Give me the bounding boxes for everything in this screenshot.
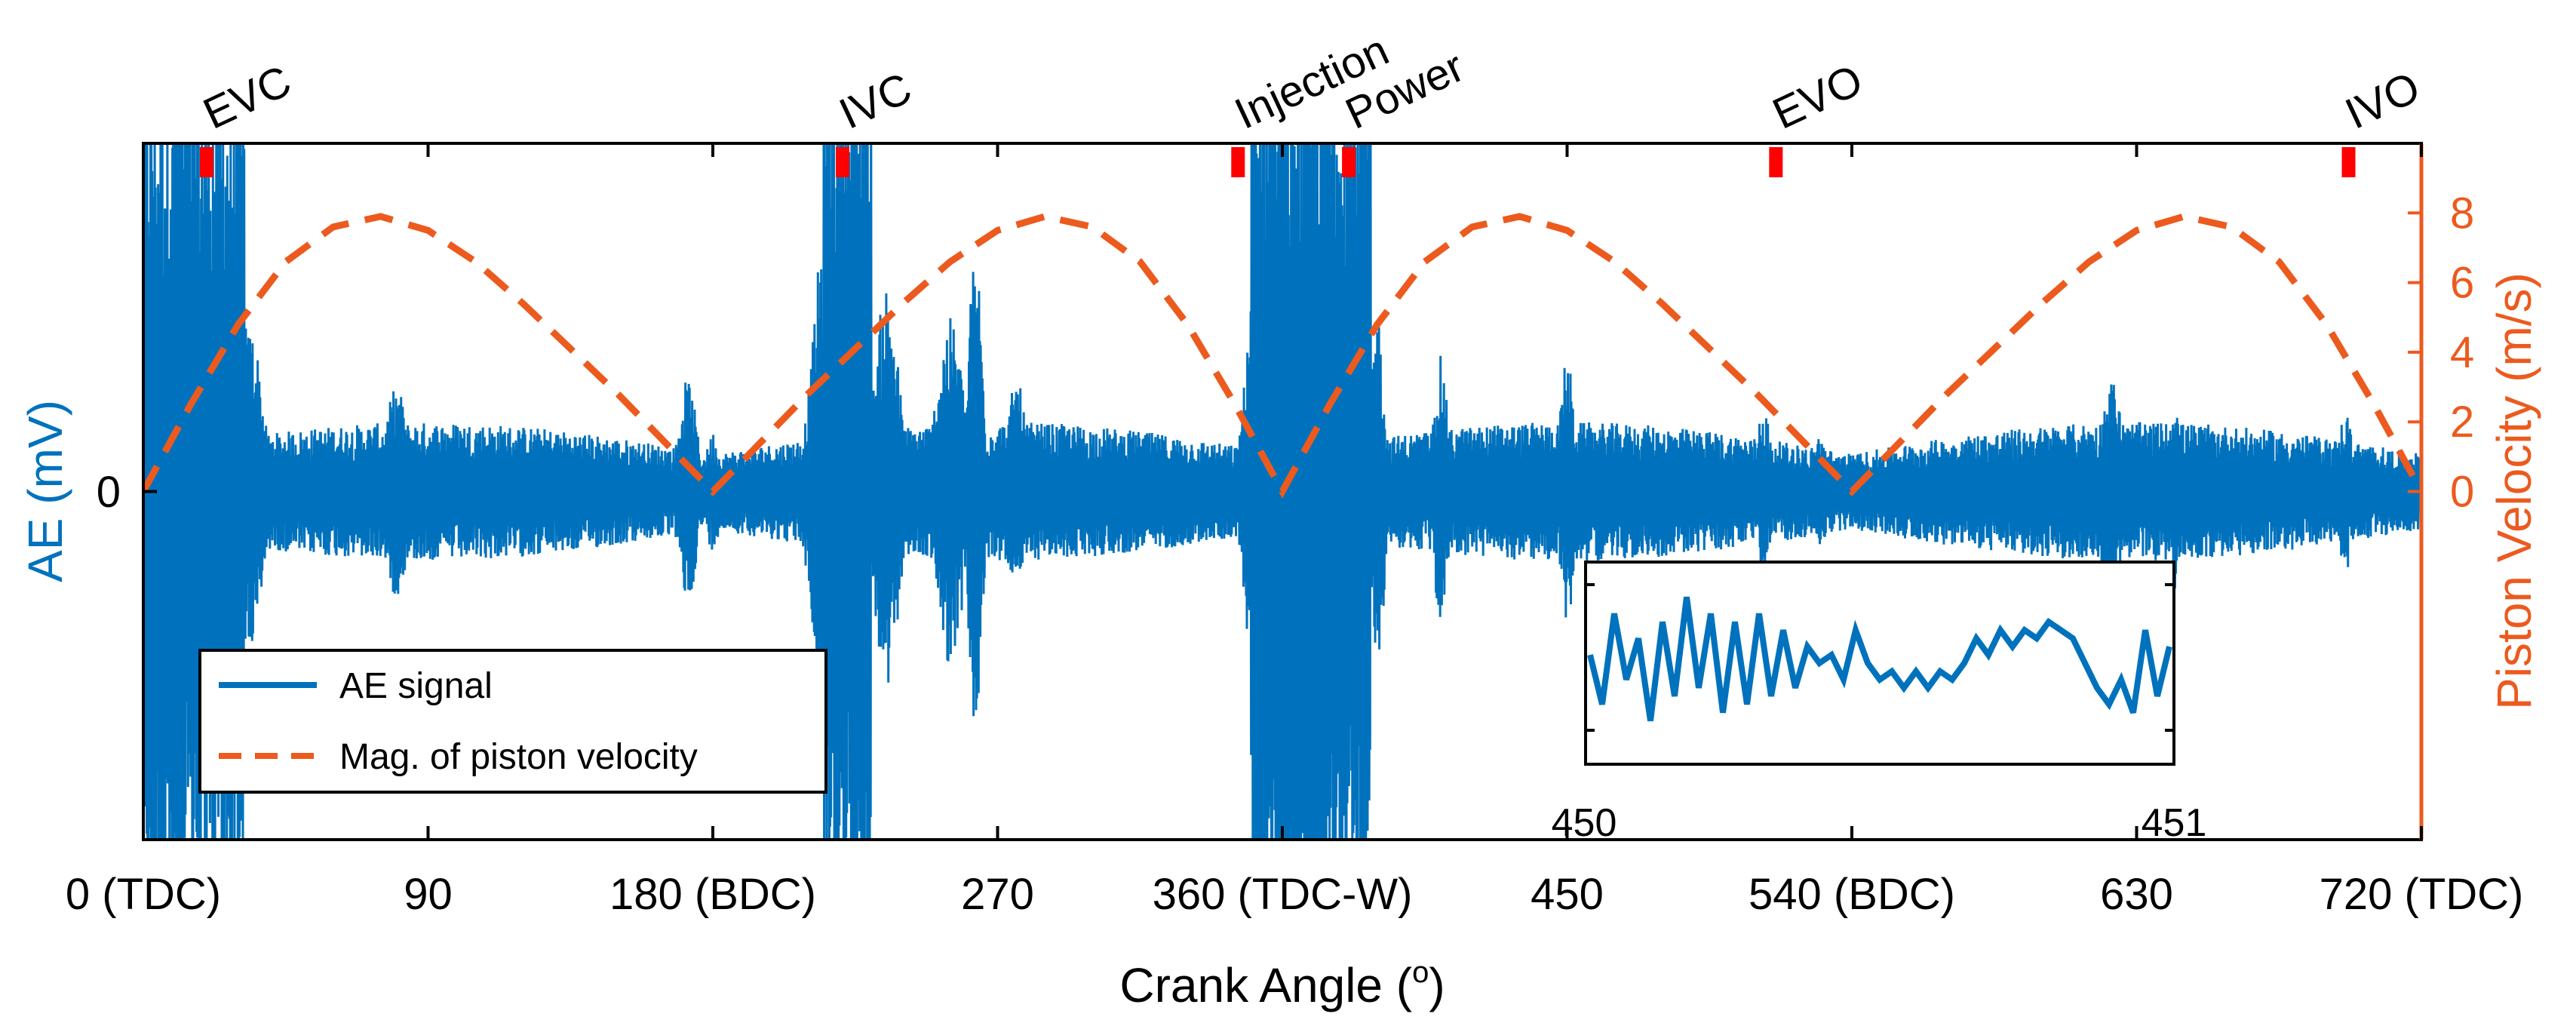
legend-box (198, 649, 827, 794)
x-tick-label: 630 (2100, 870, 2173, 919)
right-y-tick-label: 4 (2450, 328, 2474, 377)
x-tick-label: 90 (404, 870, 453, 919)
x-axis-label: Crank Angle (o) (1119, 956, 1445, 1012)
legend-velocity-label: Mag. of piston velocity (339, 737, 698, 777)
x-tick-label: 540 (BDC) (1749, 870, 1955, 919)
right-y-tick-label: 2 (2450, 398, 2474, 447)
x-tick-label: 720 (TDC) (2320, 870, 2524, 919)
ae-signal-series (143, 143, 2421, 840)
event-marker (835, 147, 849, 177)
x-axis-label-main: Crank Angle ( (1119, 958, 1412, 1012)
inset-signal-line (1587, 596, 2172, 722)
event-marker (2341, 147, 2356, 177)
right-y-axis-label: Piston Velocity (m/s) (2487, 272, 2541, 710)
inset-box (1584, 561, 2175, 766)
inset-plot: 450 451 (1552, 561, 2207, 845)
inset-tick-label-451: 451 (2142, 801, 2207, 845)
event-marker (1342, 147, 1356, 177)
inset-ticks (1584, 583, 2175, 764)
x-tick-label: 180 (BDC) (609, 870, 816, 919)
x-tick-label: 450 (1531, 870, 1604, 919)
event-label: IVO (2338, 63, 2427, 139)
left-y-tick-label: 0 (97, 468, 121, 517)
inset-tick-label-450: 450 (1552, 801, 1617, 845)
x-axis-label-end: ) (1429, 958, 1445, 1012)
x-axis-ticks: 0 (TDC) 90 180 (BDC) 270 360 (TDC-W) 450 540 (… (66, 143, 2523, 919)
legend-ae-label: AE signal (339, 666, 493, 706)
left-y-axis-label: AE (mV) (18, 400, 72, 582)
x-tick-label: 270 (961, 870, 1034, 919)
event-marker (1231, 147, 1245, 177)
piston-velocity-line (143, 213, 2421, 499)
event-label: EVC (196, 56, 299, 138)
event-label: IVC (832, 63, 919, 139)
right-y-axis: 0 2 4 6 8 (143, 189, 2474, 517)
legend: AE signal Mag. of piston velocity (198, 649, 827, 794)
event-marker (199, 147, 213, 177)
right-y-tick-label: 6 (2450, 259, 2474, 308)
right-y-tick-label: 8 (2450, 189, 2474, 238)
event-label: EVO (1765, 55, 1869, 139)
x-axis-label-superscript: o (1412, 956, 1429, 989)
x-tick-label: 360 (TDC-W) (1153, 870, 1413, 919)
right-y-tick-label: 0 (2450, 468, 2474, 517)
ae-signal-line (143, 143, 2421, 840)
event-marker (1769, 147, 1783, 177)
x-tick-label: 0 (TDC) (66, 870, 221, 919)
